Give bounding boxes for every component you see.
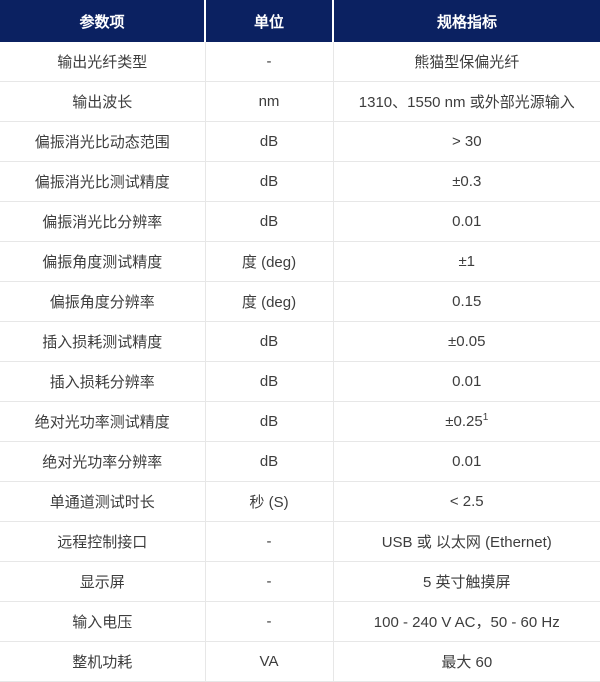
spec-cell: 熊猫型保偏光纤 [332,42,600,82]
table-row: 偏振角度测试精度度 (deg) ±1 [0,241,600,282]
parameter-cell: 单通道测试时长 [0,481,205,522]
table-row: 输出波长 nm 1310、1550 nm 或外部光源输入 [0,81,600,122]
parameter-cell: 插入损耗分辨率 [0,361,205,402]
unit-cell: - [204,561,333,602]
table-row: 单通道测试时长秒 (S) < 2.5 [0,481,600,522]
parameter-cell: 显示屏 [0,561,205,602]
spec-cell: 0.15 [332,281,600,322]
unit-cell: dB [204,121,333,162]
unit-cell: 秒 (S) [204,481,333,522]
unit-cell: dB [204,441,333,482]
parameter-cell: 插入损耗测试精度 [0,321,205,362]
table-row: 远程控制接口 - USB 或 以太网 (Ethernet) [0,521,600,562]
spec-cell: 0.01 [332,441,600,482]
spec-table-body: 输出光纤类型 - 熊猫型保偏光纤 输出波长 nm 1310、1550 nm 或外部光源输入… [0,42,600,682]
table-row: 绝对光功率测试精度 dB ±0.251 [0,401,600,442]
spec-cell: 最大 60 [332,641,600,682]
column-header-parameter: 参数项 [0,0,205,42]
table-row: 偏振消光比分辨率 dB 0.01 [0,201,600,242]
column-header-spec: 规格指标 [332,0,600,42]
parameter-cell: 偏振消光比动态范围 [0,121,205,162]
parameter-cell: 偏振消光比测试精度 [0,161,205,202]
unit-cell: nm [204,81,333,122]
spec-cell: ±0.3 [332,161,600,202]
parameter-cell: 输出光纤类型 [0,42,205,82]
table-row: 显示屏 -5 英寸触摸屏 [0,561,600,602]
unit-cell: dB [204,361,333,402]
parameter-cell: 偏振角度测试精度 [0,241,205,282]
unit-cell: 度 (deg) [204,281,333,322]
unit-cell: - [204,521,333,562]
column-header-unit: 单位 [204,0,333,42]
spec-cell: 5 英寸触摸屏 [332,561,600,602]
table-row: 插入损耗测试精度 dB ±0.05 [0,321,600,362]
parameter-cell: 远程控制接口 [0,521,205,562]
parameter-cell: 整机功耗 [0,641,205,682]
unit-cell: dB [204,401,333,442]
table-row: 输入电压 -100 - 240 V AC，50 - 60 Hz [0,601,600,642]
footnote-marker: 1 [482,412,489,423]
table-row: 整机功耗 VA 最大 60 [0,641,600,682]
spec-cell: ±0.251 [332,401,600,442]
parameter-cell: 偏振消光比分辨率 [0,201,205,242]
table-row: 输出光纤类型 - 熊猫型保偏光纤 [0,42,600,82]
spec-cell: 0.01 [332,361,600,402]
spec-cell: > 30 [332,121,600,162]
table-row: 插入损耗分辨率 dB 0.01 [0,361,600,402]
header-row: 参数项 单位 规格指标 [0,0,600,42]
spec-cell: < 2.5 [332,481,600,522]
spec-cell: 1310、1550 nm 或外部光源输入 [332,81,600,122]
spec-table-header: 参数项 单位 规格指标 [0,0,600,42]
parameter-cell: 输入电压 [0,601,205,642]
unit-cell: dB [204,201,333,242]
table-row: 偏振角度分辨率度 (deg) 0.15 [0,281,600,322]
unit-cell: dB [204,321,333,362]
table-row: 偏振消光比动态范围 dB > 30 [0,121,600,162]
spec-cell: ±0.05 [332,321,600,362]
unit-cell: - [204,601,333,642]
unit-cell: VA [204,641,333,682]
parameter-cell: 绝对光功率分辨率 [0,441,205,482]
unit-cell: 度 (deg) [204,241,333,282]
parameter-cell: 输出波长 [0,81,205,122]
unit-cell: dB [204,161,333,202]
parameter-cell: 绝对光功率测试精度 [0,401,205,442]
table-row: 偏振消光比测试精度 dB ±0.3 [0,161,600,202]
table-row: 绝对光功率分辨率 dB 0.01 [0,441,600,482]
spec-cell: ±1 [332,241,600,282]
spec-cell: 0.01 [332,201,600,242]
parameter-cell: 偏振角度分辨率 [0,281,205,322]
spec-cell: USB 或 以太网 (Ethernet) [332,521,600,562]
spec-cell: 100 - 240 V AC，50 - 60 Hz [332,601,600,642]
unit-cell: - [204,42,333,82]
